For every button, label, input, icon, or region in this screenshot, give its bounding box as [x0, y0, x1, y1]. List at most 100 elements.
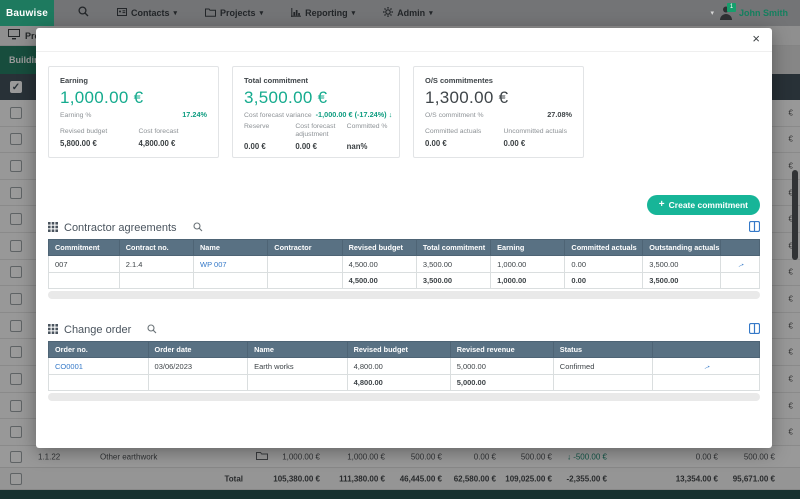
nav-menu-label: Projects	[220, 8, 256, 18]
column-header[interactable]: Total commitment	[415, 239, 492, 256]
row-checkbox[interactable]	[10, 106, 22, 119]
chevron-down-icon: ▾	[259, 10, 264, 17]
column-header[interactable]: Order date	[147, 341, 249, 358]
earning-card: Earning 1,000.00 € Earning % 17.24% Revi…	[48, 66, 219, 158]
change-order-header: Change order	[48, 321, 761, 339]
card-title: Earning	[60, 76, 88, 85]
column-header[interactable]: Revised revenue	[449, 341, 554, 358]
avatar[interactable]: 1	[719, 2, 736, 22]
vertical-scrollbar[interactable]	[792, 170, 798, 260]
field-value: 0.00 €	[244, 142, 266, 151]
contractor-agreements-header: Contractor agreements	[48, 219, 761, 237]
row-checkbox[interactable]	[10, 186, 22, 199]
close-icon[interactable]: ×	[752, 31, 760, 46]
card-title: O/S commitmentes	[425, 76, 493, 85]
notification-badge: 1	[727, 2, 736, 12]
row-value: 0.00 €	[473, 452, 496, 461]
column-header[interactable]: Order no.	[48, 341, 149, 358]
budget-total-row: Total 105,380.00 € 111,380.00 € 46,445.0…	[0, 468, 800, 490]
folder-icon[interactable]	[256, 451, 268, 463]
create-commitment-button[interactable]: + Create commitment	[646, 195, 760, 215]
go-arrow-icon: →	[699, 359, 713, 373]
metric-value: 17.24%	[182, 110, 207, 119]
column-header[interactable]: Status	[552, 341, 654, 358]
total-commitment-card: Total commitment 3,500.00 € Cost forecas…	[232, 66, 400, 158]
metric-value: 27.08%	[547, 110, 572, 119]
column-header[interactable]: Contractor	[267, 239, 343, 256]
column-header[interactable]: Revised budget	[341, 239, 417, 256]
nav-menu-admin[interactable]: Admin ▾	[383, 7, 433, 19]
column-header[interactable]: Revised budget	[346, 341, 451, 358]
total-value: 46,445.00 €	[399, 474, 442, 483]
nav-menu-reporting[interactable]: Reporting ▾	[291, 7, 355, 19]
row-checkbox[interactable]	[10, 346, 22, 359]
field-label: Committed %	[346, 123, 388, 130]
open-row-button[interactable]: →	[652, 357, 760, 375]
grid-icon	[48, 219, 58, 237]
field-value: 5,800.00 €	[60, 139, 97, 148]
cell-name: Earth works	[247, 357, 348, 375]
row-checkbox[interactable]	[10, 213, 22, 226]
variance-value: -1,000.00 € (-17.24%) ↓	[315, 110, 393, 119]
total-value: 62,580.00 €	[453, 474, 496, 483]
column-header[interactable]: Contract no.	[118, 239, 195, 256]
nav-menu-label: Admin	[397, 8, 426, 18]
search-icon[interactable]	[147, 321, 157, 339]
total-outstanding-actuals: 3,500.00	[642, 272, 722, 289]
row-checkbox[interactable]	[10, 372, 22, 385]
row-name: Other earthwork	[100, 452, 158, 461]
row-checkbox[interactable]	[10, 319, 22, 332]
nav-menu-projects[interactable]: Projects ▾	[205, 8, 263, 19]
chevron-down-icon: ▾	[173, 10, 178, 17]
row-checkbox[interactable]	[10, 426, 22, 439]
os-commitments-card: O/S commitmentes 1,300.00 € O/S commitme…	[413, 66, 584, 158]
row-checkbox[interactable]	[10, 293, 22, 306]
bottom-status-bar	[0, 490, 800, 499]
change-order-link[interactable]: CO0001	[48, 357, 149, 375]
total-revised-budget: 4,500.00	[341, 272, 417, 289]
row-checkbox[interactable]	[10, 133, 22, 146]
field-label: Uncommitted actuals	[503, 128, 567, 135]
search-icon[interactable]	[78, 4, 89, 22]
columns-icon[interactable]	[748, 321, 761, 339]
modal-body: Earning 1,000.00 € Earning % 17.24% Revi…	[36, 52, 772, 401]
chart-icon	[291, 7, 302, 19]
row-checkbox[interactable]	[10, 239, 22, 252]
column-header[interactable]: Committed actuals	[564, 239, 644, 256]
nav-menu-contacts[interactable]: Contacts ▾	[117, 7, 177, 19]
row-checkbox[interactable]	[10, 450, 22, 463]
columns-icon[interactable]	[748, 219, 761, 237]
row-checkbox[interactable]	[10, 160, 22, 173]
column-header[interactable]: Earning	[490, 239, 566, 256]
card-title: Total commitment	[244, 76, 309, 85]
top-navbar: Bauwise Contacts ▾ Projects ▾ Reporting …	[0, 0, 800, 26]
earning-amount: 1,000.00 €	[60, 88, 144, 107]
table-row[interactable]: CO0001 03/06/2023 Earth works 4,800.00 5…	[48, 357, 760, 375]
cell-revised-revenue: 5,000.00	[449, 357, 554, 375]
metric-label: O/S commitment %	[425, 112, 484, 119]
total-earning: 1,000.00	[490, 272, 566, 289]
user-menu[interactable]: ▾ 1 John Smith	[710, 2, 800, 22]
cell-revised-budget: 4,800.00	[346, 357, 451, 375]
horizontal-scrollbar[interactable]	[48, 393, 760, 401]
open-row-button[interactable]: →	[720, 255, 760, 273]
column-header[interactable]: Name	[193, 239, 269, 256]
row-checkbox[interactable]	[10, 399, 22, 412]
column-header[interactable]: Commitment	[48, 239, 120, 256]
modal-header: ×	[36, 28, 772, 52]
cell-commitment: 007	[48, 255, 120, 273]
app-logo[interactable]: Bauwise	[0, 0, 54, 26]
cell-contractor	[267, 255, 343, 273]
monitor-icon	[8, 27, 20, 45]
commitment-link[interactable]: WP 007	[193, 255, 269, 273]
budget-row-other-earthwork[interactable]: 1.1.22 Other earthwork 1,000.00 € 1,000.…	[0, 446, 800, 468]
select-all-checkbox[interactable]: ✓	[10, 81, 22, 93]
search-icon[interactable]	[192, 219, 203, 237]
row-checkbox[interactable]	[10, 266, 22, 279]
table-row[interactable]: 007 2.1.4 WP 007 4,500.00 3,500.00 1,000…	[48, 255, 760, 273]
column-header[interactable]: Outstanding actuals	[642, 239, 722, 256]
row-checkbox[interactable]	[10, 472, 22, 485]
column-header[interactable]: Name	[247, 341, 348, 358]
horizontal-scrollbar[interactable]	[48, 291, 760, 299]
